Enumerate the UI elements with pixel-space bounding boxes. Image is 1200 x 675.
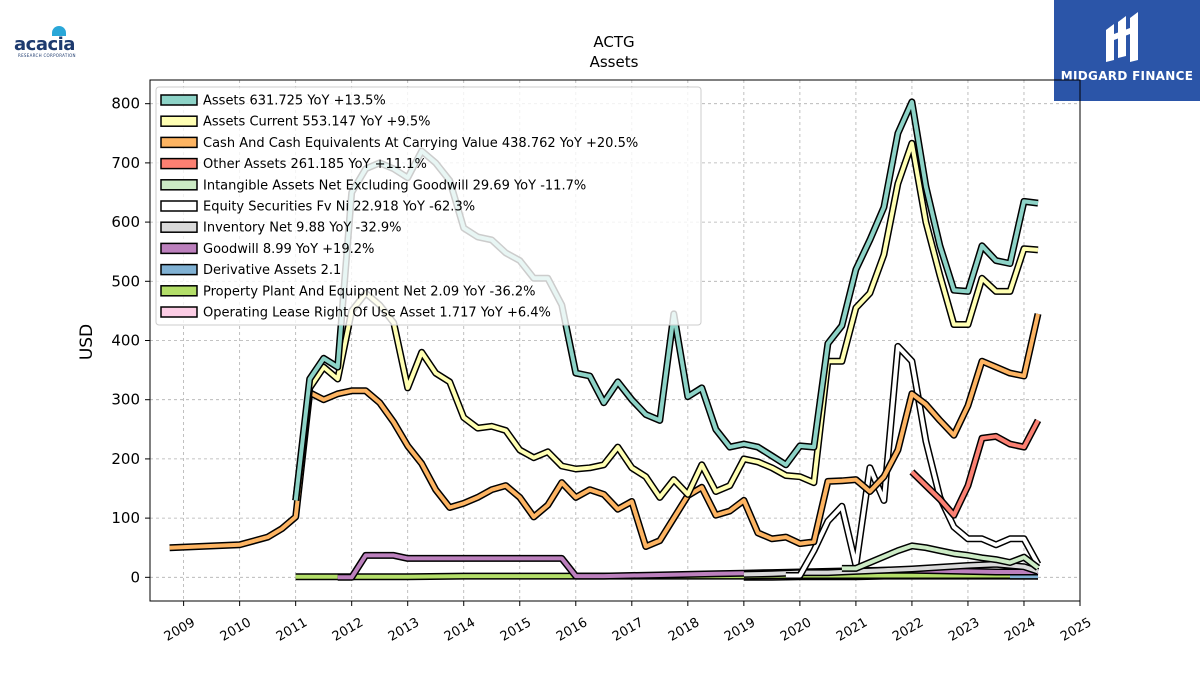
legend-label: Derivative Assets 2.1 bbox=[203, 263, 341, 278]
x-tick-label: 2013 bbox=[386, 615, 422, 645]
chart-title: ACTG bbox=[593, 33, 634, 51]
legend-label: Equity Securities Fv Ni 22.918 YoY -62.3… bbox=[203, 200, 475, 215]
logo-subtext: RESEARCH CORPORATION bbox=[18, 53, 76, 58]
x-tick-label: 2022 bbox=[890, 615, 926, 645]
y-tick-label: 200 bbox=[111, 450, 140, 468]
brand-name: MIDGARD FINANCE bbox=[1060, 69, 1194, 83]
legend-swatch bbox=[160, 285, 198, 297]
x-tick-label: 2012 bbox=[330, 615, 366, 645]
legend-swatch bbox=[160, 115, 198, 127]
x-tick-label: 2017 bbox=[610, 615, 646, 645]
series-outline bbox=[169, 313, 1042, 552]
legend-label: Goodwill 8.99 YoY +19.2% bbox=[203, 242, 374, 257]
midgard-m-icon bbox=[1106, 12, 1138, 62]
x-tick-label: 2010 bbox=[218, 615, 254, 645]
x-tick-label: 2019 bbox=[722, 615, 758, 645]
series-line bbox=[841, 543, 1040, 571]
acacia-logo: acacia RESEARCH CORPORATION bbox=[12, 26, 82, 58]
legend: Assets 631.725 YoY +13.5% Assets Current … bbox=[155, 86, 702, 326]
legend-swatch bbox=[160, 306, 198, 318]
legend-swatch bbox=[160, 136, 198, 149]
y-tick-label: 500 bbox=[111, 272, 140, 290]
legend-label: Assets 631.725 YoY +13.5% bbox=[203, 94, 386, 109]
y-axis-label: USD bbox=[77, 324, 97, 360]
x-tick-label: 2011 bbox=[274, 615, 310, 645]
y-tick-label: 300 bbox=[111, 391, 140, 409]
legend-label: Operating Lease Right Of Use Asset 1.717… bbox=[203, 306, 551, 321]
x-tick-label: 2016 bbox=[554, 615, 590, 645]
legend-swatch bbox=[160, 200, 198, 212]
logo-wordmark: acacia bbox=[14, 34, 75, 55]
series-line bbox=[910, 419, 1040, 518]
legend-swatch bbox=[160, 242, 198, 255]
legend-label: Inventory Net 9.88 YoY -32.9% bbox=[203, 221, 402, 236]
y-tick-label: 400 bbox=[111, 332, 140, 350]
legend-label: Cash And Cash Equivalents At Carrying Va… bbox=[203, 136, 638, 151]
legend-label: Property Plant And Equipment Net 2.09 Yo… bbox=[203, 284, 536, 299]
legend-swatch bbox=[160, 263, 198, 276]
x-tick-label: 2024 bbox=[1002, 615, 1038, 645]
x-tick-label: 2025 bbox=[1058, 615, 1094, 645]
legend-box bbox=[155, 86, 702, 326]
y-tick-label: 100 bbox=[111, 509, 140, 527]
y-tick-label: 700 bbox=[111, 154, 140, 172]
x-tick-label: 2023 bbox=[946, 615, 982, 645]
y-tick-label: 0 bbox=[130, 568, 140, 586]
x-tick-label: 2018 bbox=[666, 615, 702, 645]
x-tick-label: 2014 bbox=[442, 615, 478, 645]
chart-subtitle: Assets bbox=[590, 53, 639, 71]
x-tick-label: 2020 bbox=[778, 615, 814, 645]
x-tick-label: 2021 bbox=[834, 615, 870, 645]
legend-label: Assets Current 553.147 YoY +9.5% bbox=[203, 115, 430, 130]
legend-swatch bbox=[160, 94, 198, 106]
legend-swatch bbox=[160, 221, 198, 233]
legend-swatch bbox=[160, 157, 198, 170]
legend-swatch bbox=[160, 179, 198, 191]
logo-arc-icon bbox=[52, 26, 66, 36]
series-line bbox=[169, 313, 1040, 550]
series-line bbox=[293, 141, 1039, 501]
x-tick-label: 2009 bbox=[162, 615, 198, 645]
x-tick-label: 2015 bbox=[498, 615, 534, 645]
y-tick-label: 800 bbox=[111, 95, 140, 113]
midgard-finance-logo: MIDGARD FINANCE bbox=[1054, 0, 1200, 101]
legend-label: Other Assets 261.185 YoY +11.1% bbox=[203, 157, 427, 172]
legend-label: Intangible Assets Net Excluding Goodwill… bbox=[203, 178, 586, 193]
y-tick-label: 600 bbox=[111, 213, 140, 231]
series-line bbox=[785, 344, 1040, 578]
